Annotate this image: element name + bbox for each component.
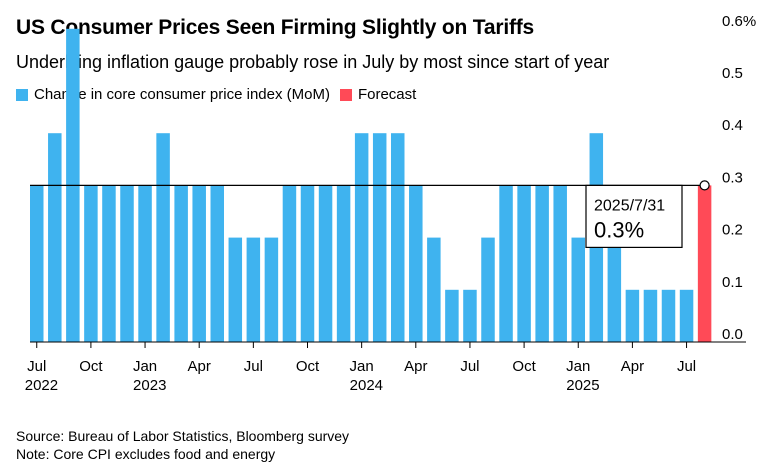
bar (607, 237, 622, 342)
x-tick-label: Oct (296, 358, 320, 375)
bar (120, 185, 134, 342)
bar (661, 289, 676, 342)
legend-label-core-cpi: Change in core consumer price index (MoM… (34, 86, 330, 103)
bar (282, 185, 297, 342)
bar (481, 237, 495, 342)
bar (553, 185, 567, 342)
tooltip-box (585, 184, 683, 248)
x-tick-label: Apr (404, 358, 427, 375)
chart-title: US Consumer Prices Seen Firming Slightly… (16, 16, 535, 39)
x-tick-label: Apr (621, 358, 644, 375)
bar (48, 133, 62, 342)
x-tick-year: 2023 (133, 377, 166, 394)
bar (372, 133, 387, 342)
x-tick-year: 2025 (566, 377, 599, 394)
y-tick-label: 0.0 (722, 326, 743, 343)
bar (517, 185, 531, 342)
x-tick-label: Jul (677, 358, 696, 375)
forecast-bar (697, 185, 712, 342)
source-note: Source: Bureau of Labor Statistics, Bloo… (16, 428, 350, 444)
x-tick-year: 2024 (350, 377, 383, 394)
bar (354, 133, 369, 342)
bar (174, 185, 188, 342)
bar (571, 237, 585, 342)
bar (138, 185, 152, 342)
legend-label-forecast: Forecast (357, 86, 417, 103)
legend-swatch-core-cpi (16, 88, 28, 101)
chart-subtitle: Underlying inflation gauge probably rose… (16, 52, 610, 72)
legend-swatch-forecast (339, 88, 352, 101)
y-tick-label: 0.1 (722, 274, 743, 291)
bar (264, 237, 279, 342)
legend: Change in core consumer price index (MoM… (16, 86, 426, 103)
y-tick-label: 0.6% (722, 13, 756, 30)
bar (30, 185, 44, 342)
tooltip-value: 0.3% (594, 217, 644, 242)
x-tick-label: Jul (244, 358, 263, 375)
bar (625, 289, 640, 342)
legend-item-core-cpi: Change in core consumer price index (MoM… (16, 86, 330, 103)
x-tick-label: Oct (512, 358, 536, 375)
bar (210, 185, 224, 342)
bar (391, 133, 405, 342)
x-tick-label: Oct (79, 358, 103, 375)
y-tick-label: 0.2 (722, 222, 743, 239)
x-tick-label: Jan (350, 358, 374, 375)
bar (84, 185, 98, 342)
bar (156, 133, 170, 342)
x-tick-label: Jan (133, 358, 157, 375)
tooltip-date: 2025/7/31 (594, 197, 665, 214)
bar (463, 289, 477, 342)
bar (409, 185, 423, 342)
bar (643, 289, 658, 342)
y-tick-label: 0.3 (722, 169, 743, 186)
bar (427, 237, 441, 342)
bar (192, 185, 206, 342)
bar (318, 185, 333, 342)
bar (300, 185, 315, 342)
x-tick-label: Apr (188, 358, 211, 375)
x-tick-label: Jul (27, 358, 46, 375)
bar (246, 237, 261, 342)
legend-item-forecast: Forecast (339, 86, 417, 103)
footnote: Note: Core CPI excludes food and energy (16, 446, 276, 462)
x-tick-label: Jul (460, 358, 479, 375)
bar (336, 185, 351, 342)
x-tick-year: 2022 (25, 377, 58, 394)
y-tick-label: 0.4 (722, 117, 743, 134)
bar (228, 237, 243, 342)
bar (535, 185, 549, 342)
x-tick-label: Jan (566, 358, 590, 375)
bar (679, 289, 694, 342)
forecast-marker (699, 180, 710, 191)
bar (499, 185, 513, 342)
y-tick-label: 0.5 (722, 65, 743, 82)
bar (102, 185, 116, 342)
bar (445, 289, 459, 342)
